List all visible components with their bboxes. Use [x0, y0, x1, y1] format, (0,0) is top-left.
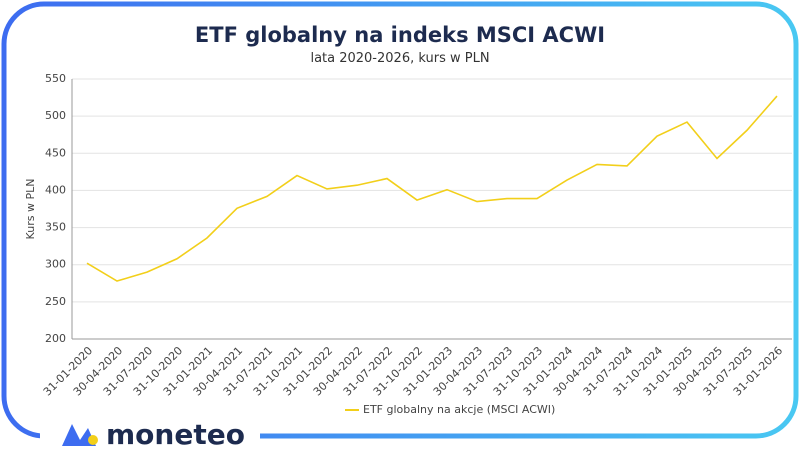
chart-subtitle: lata 2020-2026, kurs w PLN — [310, 51, 489, 66]
series-line — [86, 95, 778, 282]
y-tick-label: 450 — [45, 146, 66, 159]
y-tick-label: 250 — [45, 295, 66, 308]
y-tick-label: 350 — [45, 221, 66, 234]
frame — [1, 1, 799, 439]
logo-icon — [62, 424, 96, 446]
y-tick-label: 550 — [45, 72, 66, 85]
y-tick-label: 400 — [45, 183, 66, 196]
y-tick-label: 200 — [45, 332, 66, 345]
brand: moneteo — [106, 418, 245, 450]
y-tick-label: 300 — [45, 258, 66, 271]
y-tick-label: 500 — [45, 109, 66, 122]
chart-title: ETF globalny na indeks MSCI ACWI — [195, 23, 605, 47]
logo-dot — [88, 435, 98, 445]
legend-label: ETF globalny na akcje (MSCI ACWI) — [363, 403, 555, 416]
y-axis-label: Kurs w PLN — [24, 179, 37, 240]
